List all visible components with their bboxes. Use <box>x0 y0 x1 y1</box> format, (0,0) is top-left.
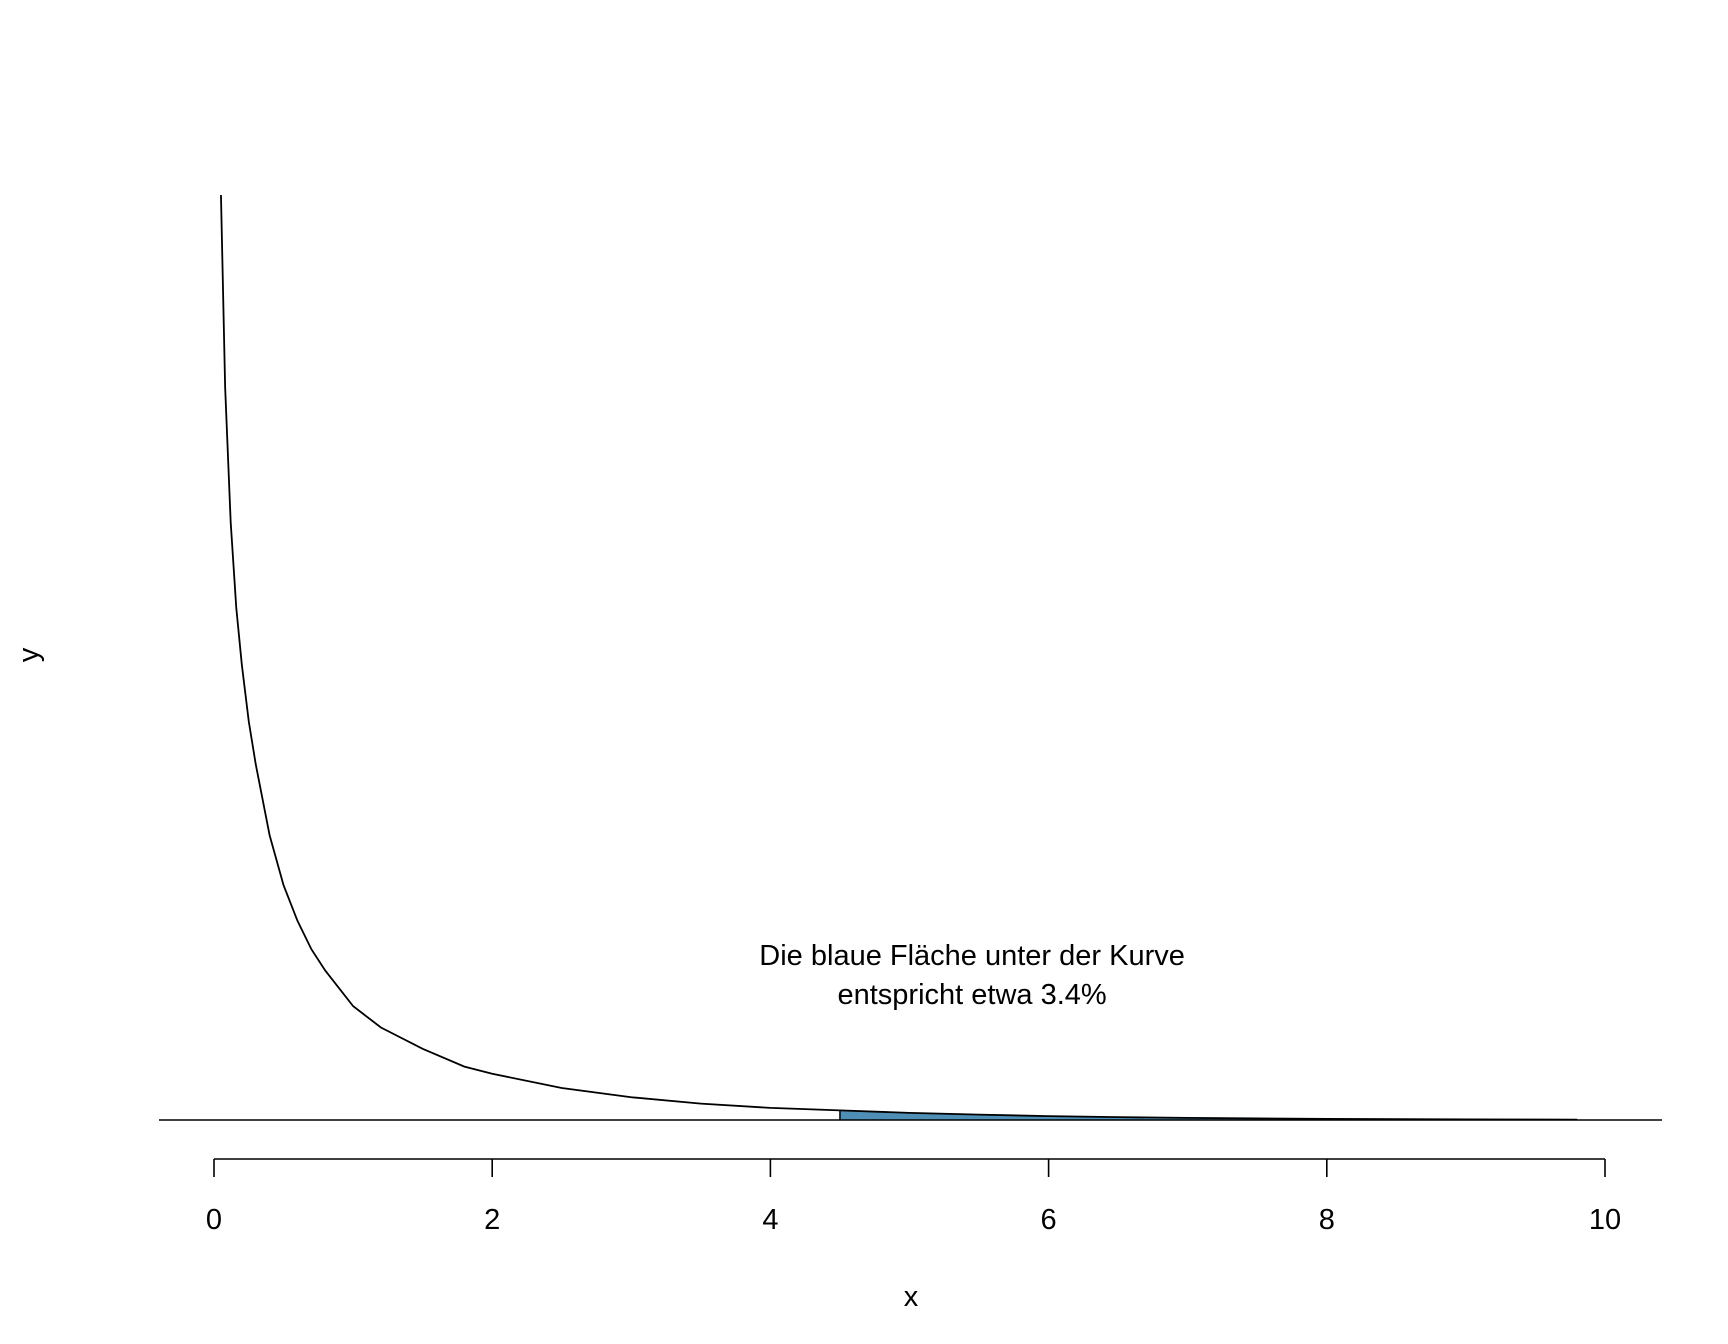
annotation-line-1: Die blaue Fläche unter der Kurve <box>759 940 1185 972</box>
x-tick-label: 6 <box>1041 1204 1057 1236</box>
density-curve <box>220 194 1578 1121</box>
x-axis: 0 2 4 6 8 10 <box>206 1158 1621 1236</box>
y-axis-title: y <box>13 647 45 662</box>
x-tick-label: 8 <box>1319 1204 1335 1236</box>
x-axis-title: x <box>904 1281 919 1313</box>
x-tick-label: 2 <box>484 1204 500 1236</box>
x-tick-label: 4 <box>762 1204 778 1236</box>
plot-area <box>159 194 1662 1121</box>
x-tick-label: 0 <box>206 1204 222 1236</box>
shaded-area <box>839 1110 1578 1120</box>
annotation-line-2: entspricht etwa 3.4% <box>837 979 1106 1011</box>
x-tick-label: 10 <box>1589 1204 1621 1236</box>
